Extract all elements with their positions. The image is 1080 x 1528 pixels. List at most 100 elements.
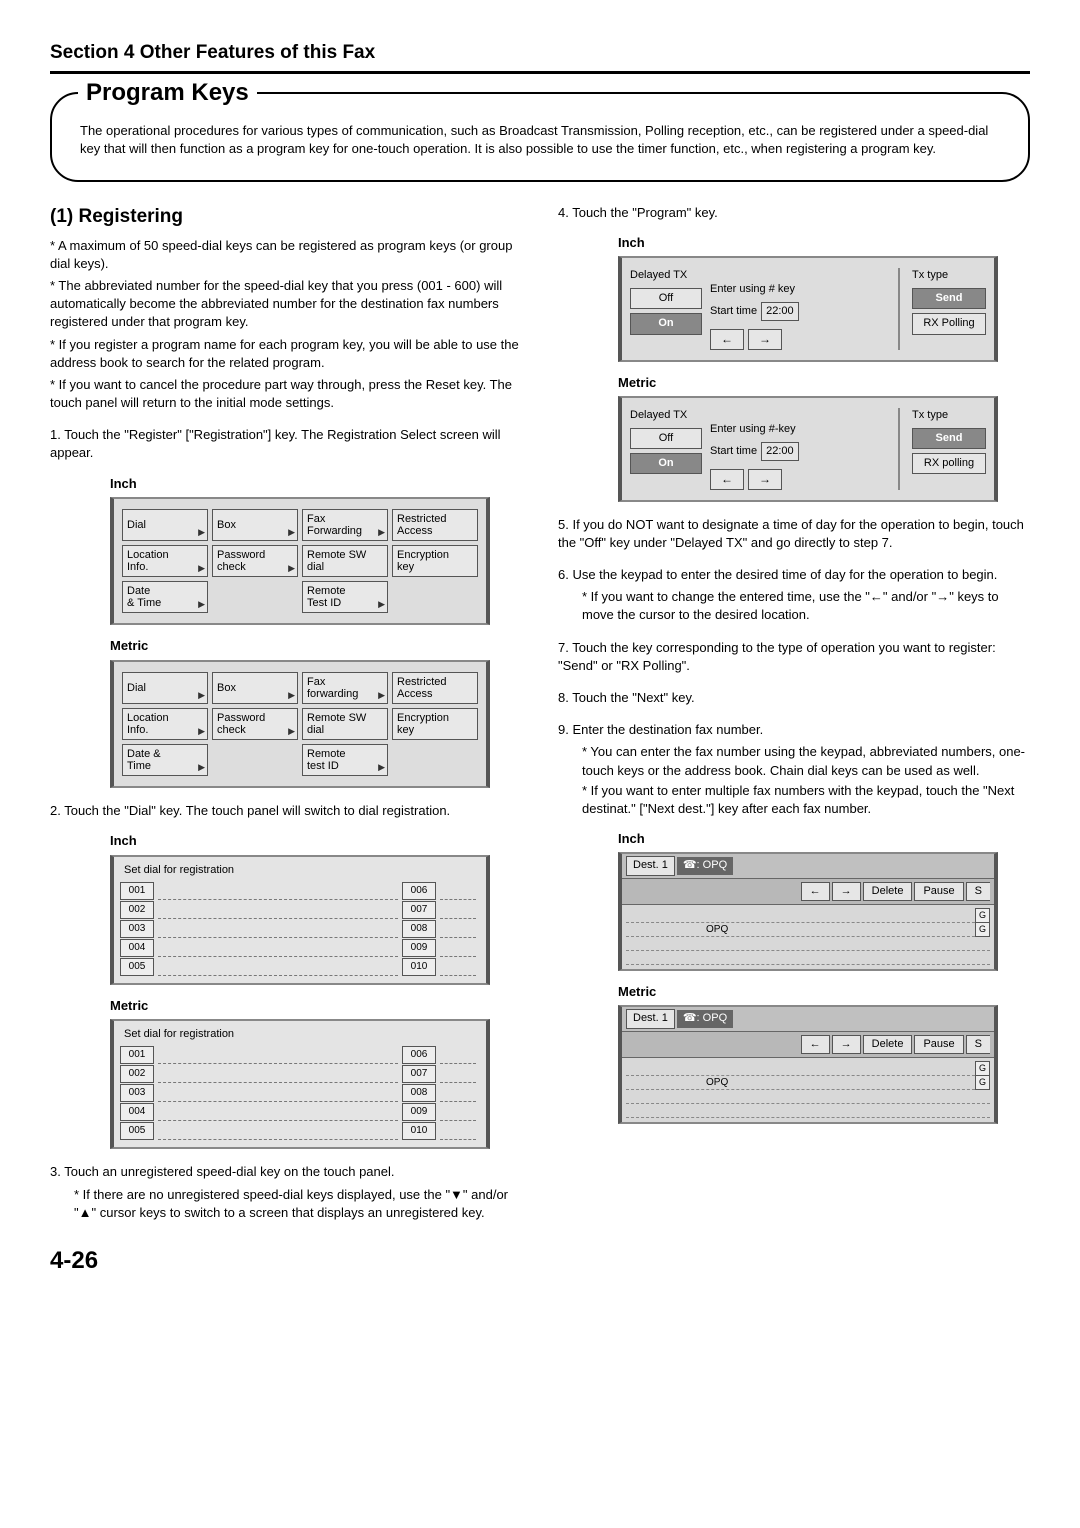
reg-btn-encryption[interactable]: Encryption key [392, 545, 478, 577]
section-header: Section 4 Other Features of this Fax [50, 40, 1030, 74]
registering-bullets: * A maximum of 50 speed-dial keys can be… [50, 237, 522, 413]
step-2: 2. Touch the "Dial" key. The touch panel… [50, 802, 522, 820]
reg-btn-box[interactable]: Box▶ [212, 509, 298, 541]
program-keys-box: Program Keys The operational procedures … [50, 92, 1030, 182]
left-arrow-button[interactable]: ← [801, 1035, 830, 1054]
left-arrow-button[interactable]: ← [710, 329, 744, 350]
on-button[interactable]: On [630, 453, 702, 474]
dest-tab[interactable]: Dest. 1 [626, 1009, 675, 1028]
dial-key[interactable]: 003 [120, 920, 154, 938]
dial-key[interactable]: 004 [120, 1103, 154, 1121]
reg-btn-fax-fwd[interactable]: Fax forwarding▶ [302, 672, 388, 704]
reg-btn-box[interactable]: Box▶ [212, 672, 298, 704]
dest-panel-inch: Dest. 1 ☎: OPQ ← → Delete Pause S G OPQG [618, 852, 998, 971]
dial-key[interactable]: 002 [120, 1065, 154, 1083]
reg-btn-datetime[interactable]: Date & Time▶ [122, 581, 208, 613]
dial-key[interactable]: 007 [402, 901, 436, 919]
dial-key[interactable]: 008 [402, 920, 436, 938]
dial-key[interactable]: 001 [120, 1046, 154, 1064]
send-button[interactable]: Send [912, 428, 986, 449]
rx-polling-button[interactable]: RX polling [912, 453, 986, 474]
reg-btn-location[interactable]: Location Info.▶ [122, 708, 208, 740]
left-arrow-button[interactable]: ← [710, 469, 744, 490]
dial-key[interactable]: 010 [402, 958, 436, 976]
dial-key[interactable]: 003 [120, 1084, 154, 1102]
step-3-sub: * If there are no unregistered speed-dia… [74, 1186, 522, 1222]
dial-key[interactable]: 004 [120, 939, 154, 957]
reg-btn-remote-test[interactable]: Remote Test ID▶ [302, 581, 388, 613]
g-chip: G [975, 908, 990, 923]
dial-key[interactable]: 001 [120, 882, 154, 900]
dial-key[interactable]: 007 [402, 1065, 436, 1083]
g-chip: G [975, 1061, 990, 1076]
opq-text: OPQ [706, 923, 728, 937]
dial-key[interactable]: 009 [402, 939, 436, 957]
enter-label: Enter using #-key [710, 422, 886, 437]
bullet: * The abbreviated number for the speed-d… [50, 277, 522, 332]
step-9: 9. Enter the destination fax number. [558, 721, 1030, 739]
registration-panel-inch: Dial▶ Box▶ Fax Forwarding▶ Restricted Ac… [110, 497, 490, 626]
reg-btn-password[interactable]: Password check▶ [212, 545, 298, 577]
s-button[interactable]: S [966, 882, 990, 901]
off-button[interactable]: Off [630, 288, 702, 309]
step-6-sub: * If you want to change the entered time… [582, 588, 1030, 624]
right-column: 4. Touch the "Program" key. Inch Delayed… [558, 204, 1030, 1222]
program-keys-desc: The operational procedures for various t… [80, 122, 1000, 158]
inch-label: Inch [618, 234, 1030, 252]
reg-btn-remote-sw[interactable]: Remote SW dial [302, 708, 388, 740]
dial-panel-inch: Set dial for registration 001006 002007 … [110, 855, 490, 985]
delayed-tx-label: Delayed TX [630, 268, 702, 283]
dial-key[interactable]: 009 [402, 1103, 436, 1121]
right-arrow-button[interactable]: → [832, 1035, 861, 1054]
reg-btn-remote-sw[interactable]: Remote SW dial [302, 545, 388, 577]
step-9-sub2: * If you want to enter multiple fax numb… [582, 782, 1030, 818]
delayed-tx-panel-metric: Delayed TX Off On Enter using #-key Star… [618, 396, 998, 502]
opq-text: OPQ [706, 1076, 728, 1090]
dial-key[interactable]: 010 [402, 1122, 436, 1140]
reg-btn-password[interactable]: Password check▶ [212, 708, 298, 740]
s-button[interactable]: S [966, 1035, 990, 1054]
pause-button[interactable]: Pause [914, 882, 963, 901]
enter-label: Enter using # key [710, 282, 886, 297]
off-button[interactable]: Off [630, 428, 702, 449]
reg-btn-remote-test[interactable]: Remote test ID▶ [302, 744, 388, 776]
reg-btn-location[interactable]: Location Info.▶ [122, 545, 208, 577]
dial-key[interactable]: 006 [402, 882, 436, 900]
metric-label: Metric [618, 983, 1030, 1001]
right-arrow-button[interactable]: → [748, 329, 782, 350]
step-3: 3. Touch an unregistered speed-dial key … [50, 1163, 522, 1181]
delete-button[interactable]: Delete [863, 1035, 913, 1054]
dest-opq-header: ☎: OPQ [677, 1010, 733, 1027]
reg-btn-dial[interactable]: Dial▶ [122, 672, 208, 704]
reg-btn-fax-fwd[interactable]: Fax Forwarding▶ [302, 509, 388, 541]
dial-title: Set dial for registration [120, 863, 480, 878]
right-arrow-button[interactable]: → [748, 469, 782, 490]
delete-button[interactable]: Delete [863, 882, 913, 901]
pause-button[interactable]: Pause [914, 1035, 963, 1054]
reg-btn-restricted[interactable]: Restricted Access [392, 672, 478, 704]
dial-key[interactable]: 005 [120, 1122, 154, 1140]
rx-polling-button[interactable]: RX Polling [912, 313, 986, 334]
metric-label: Metric [110, 637, 522, 655]
tx-type-label: Tx type [912, 268, 986, 283]
dial-title: Set dial for registration [120, 1027, 480, 1042]
on-button[interactable]: On [630, 313, 702, 334]
dial-key[interactable]: 005 [120, 958, 154, 976]
dest-panel-metric: Dest. 1 ☎: OPQ ← → Delete Pause S G OPQG [618, 1005, 998, 1124]
left-column: (1) Registering * A maximum of 50 speed-… [50, 204, 522, 1222]
program-keys-title: Program Keys [78, 76, 257, 110]
step-7: 7. Touch the key corresponding to the ty… [558, 639, 1030, 675]
right-arrow-button[interactable]: → [832, 882, 861, 901]
left-arrow-button[interactable]: ← [801, 882, 830, 901]
step-5: 5. If you do NOT want to designate a tim… [558, 516, 1030, 552]
send-button[interactable]: Send [912, 288, 986, 309]
dial-key[interactable]: 006 [402, 1046, 436, 1064]
dial-key[interactable]: 002 [120, 901, 154, 919]
reg-btn-datetime[interactable]: Date & Time▶ [122, 744, 208, 776]
dial-key[interactable]: 008 [402, 1084, 436, 1102]
reg-btn-dial[interactable]: Dial▶ [122, 509, 208, 541]
reg-btn-restricted[interactable]: Restricted Access [392, 509, 478, 541]
reg-btn-encryption[interactable]: Encryption key [392, 708, 478, 740]
registering-heading: (1) Registering [50, 204, 522, 231]
dest-tab[interactable]: Dest. 1 [626, 856, 675, 875]
